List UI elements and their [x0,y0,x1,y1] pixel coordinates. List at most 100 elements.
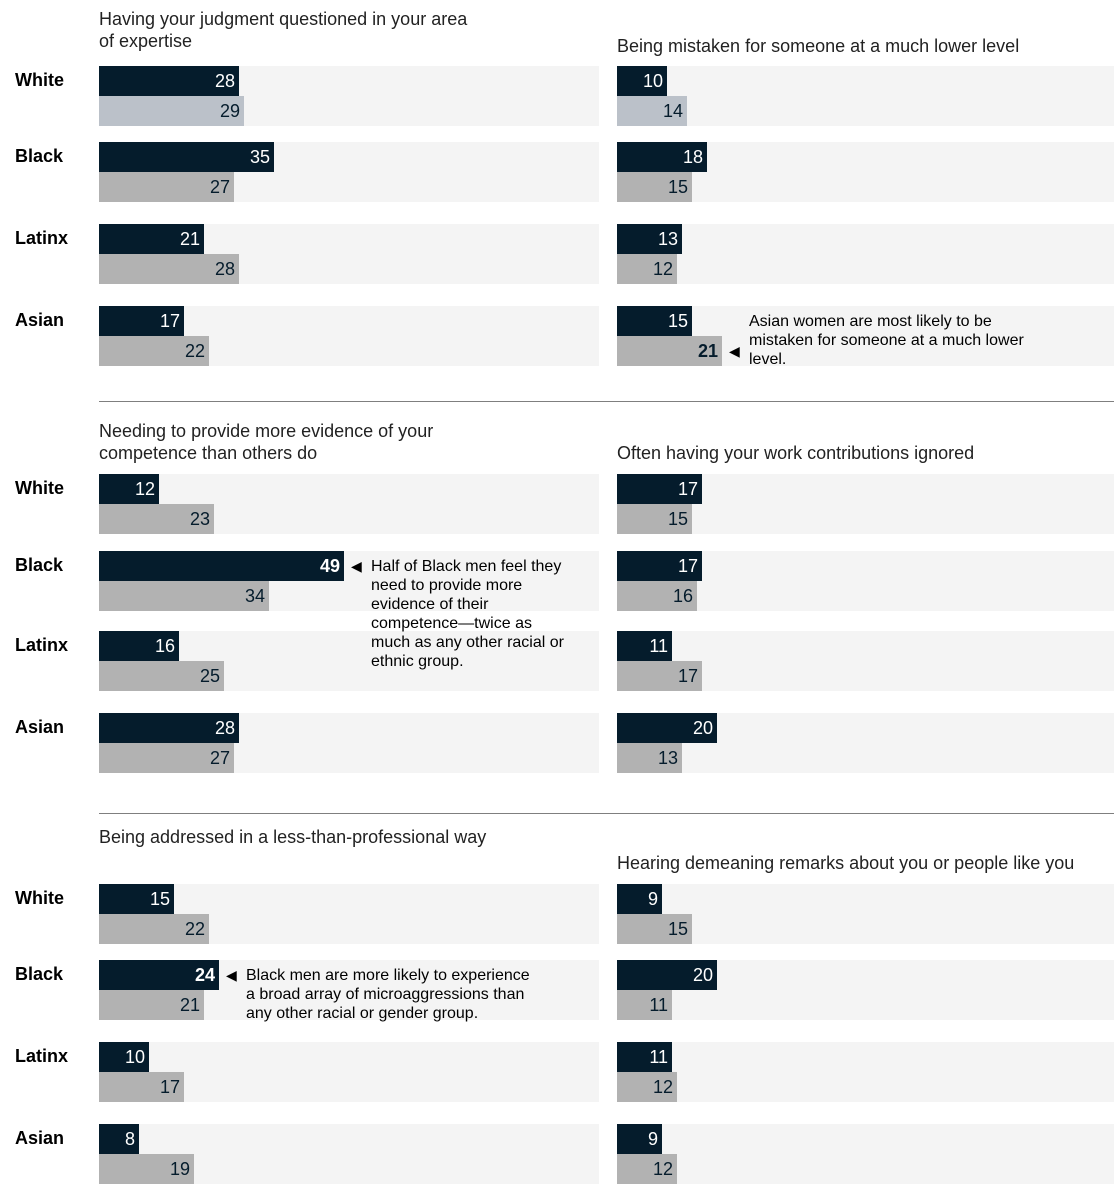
data-label: 18 [682,147,703,167]
bar-women-latinx: 12 [617,254,677,284]
group-label-asian: Asian [15,717,65,737]
data-label: 11 [649,995,668,1015]
bar-women-white: 23 [99,504,214,534]
data-label: 13 [657,748,678,768]
bar-men-black: 20 [617,960,717,990]
bar-women-latinx: 28 [99,254,239,284]
bar-men-latinx: 10 [99,1042,149,1072]
data-label: 19 [169,1159,190,1179]
annotation-arrow-icon: ◀ [729,343,740,359]
data-label: 10 [124,1047,145,1067]
bar-men-black: 49 [99,551,344,581]
bar-women-white: 29 [99,96,244,126]
bar-track [617,66,1114,126]
data-label: 15 [667,311,688,331]
bar-women-latinx: 17 [99,1072,184,1102]
bar-women-latinx: 25 [99,661,224,691]
bar-men-latinx: 16 [99,631,179,661]
bar-women-asian: 13 [617,743,682,773]
data-label: 28 [214,718,235,738]
data-label: 28 [214,71,235,91]
panel-title: Having your judgment questioned in your … [99,9,468,51]
bar-men-white: 28 [99,66,239,96]
data-label: 9 [647,889,658,909]
bar-women-black: 34 [99,581,269,611]
group-label-asian: Asian [15,310,65,330]
panel-title: Being mistaken for someone at a much low… [617,36,1020,56]
bar-men-asian: 20 [617,713,717,743]
group-label-black: Black [15,964,64,984]
bar-track [617,1042,1114,1102]
bar-men-latinx: 21 [99,224,204,254]
bar-men-black: 18 [617,142,707,172]
data-label: 12 [652,1077,673,1097]
bar-women-asian: 12 [617,1154,677,1184]
data-label: 35 [249,147,270,167]
data-label: 12 [652,1159,673,1179]
data-label: 29 [219,101,240,121]
bar-women-white: 14 [617,96,687,126]
bar-women-black: 21 [99,990,204,1020]
data-label: 14 [662,101,683,121]
bar-men-white: 9 [617,884,662,914]
annotation-text: Half of Black men feel they need to prov… [371,558,564,670]
data-label: 17 [677,479,698,499]
bar-men-white: 12 [99,474,159,504]
bar-men-latinx: 13 [617,224,682,254]
bar-men-asian: 28 [99,713,239,743]
bar-women-asian: 22 [99,336,209,366]
bar-women-asian: 27 [99,743,234,773]
data-label: 25 [199,666,220,686]
group-label-latinx: Latinx [15,635,69,655]
data-label: 12 [134,479,155,499]
bar-men-white: 10 [617,66,667,96]
section-divider [99,401,1114,402]
section-divider [99,813,1114,814]
bar-men-white: 17 [617,474,702,504]
data-label: 20 [692,718,713,738]
data-label: 13 [657,229,678,249]
data-label: 49 [319,556,340,576]
annotation-text: Black men are more likely to experience … [246,967,530,1022]
bar-women-black: 15 [617,172,692,202]
bar-men-black: 35 [99,142,274,172]
data-label: 27 [209,748,230,768]
group-label-latinx: Latinx [15,228,69,248]
data-label: 34 [244,586,265,606]
panel-title: Being addressed in a less-than-professio… [99,827,487,847]
data-label: 17 [159,311,180,331]
bar-women-asian: 19 [99,1154,194,1184]
group-label-asian: Asian [15,1128,65,1148]
data-label: 22 [184,341,205,361]
panel-title: Hearing demeaning remarks about you or p… [617,853,1075,873]
data-label: 9 [647,1129,658,1149]
bar-women-black: 27 [99,172,234,202]
annotation-arrow-icon: ◀ [351,558,362,574]
group-label-latinx: Latinx [15,1046,69,1066]
bar-track [617,1124,1114,1184]
bar-women-white: 15 [617,504,692,534]
bar-men-black: 17 [617,551,702,581]
data-label: 20 [692,965,713,985]
bar-men-black: 24 [99,960,219,990]
data-label: 28 [214,259,235,279]
data-label: 11 [649,636,668,656]
data-label: 12 [652,259,673,279]
bar-women-black: 11 [617,990,672,1020]
data-label: 11 [649,1047,668,1067]
bar-women-white: 22 [99,914,209,944]
bar-men-asian: 15 [617,306,692,336]
bar-women-black: 16 [617,581,697,611]
data-label: 16 [672,586,693,606]
bar-men-latinx: 11 [617,631,672,661]
data-label: 24 [194,965,215,985]
data-label: 10 [642,71,663,91]
bar-women-latinx: 17 [617,661,702,691]
data-label: 21 [179,229,200,249]
data-label: 8 [124,1129,135,1149]
group-label-white: White [15,70,64,90]
data-label: 17 [677,666,698,686]
data-label: 23 [189,509,210,529]
data-label: 15 [667,177,688,197]
bar-men-asian: 17 [99,306,184,336]
